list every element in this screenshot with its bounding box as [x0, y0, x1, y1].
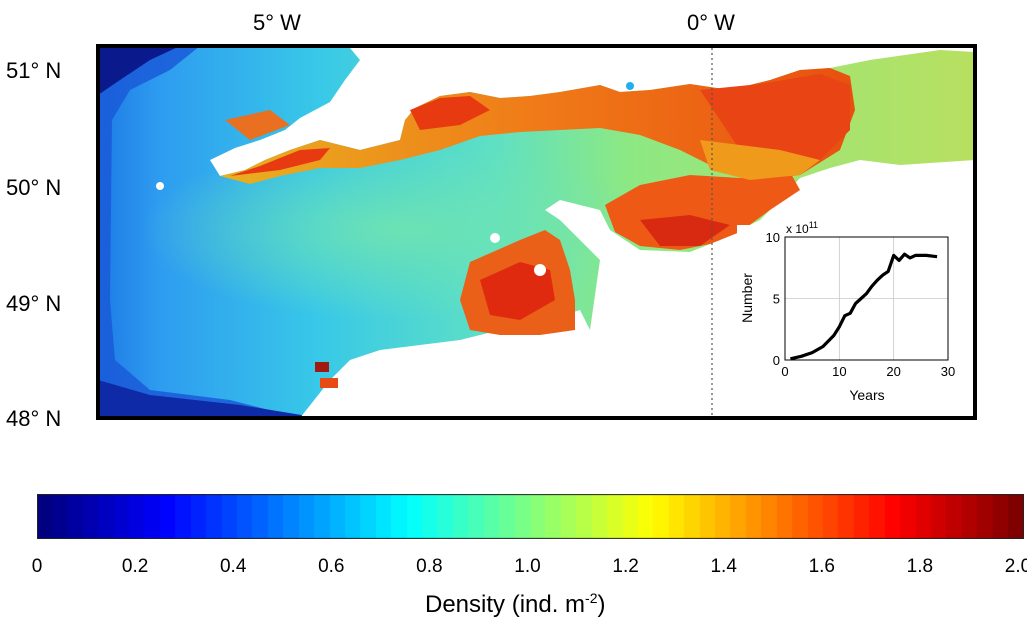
lat-label-50n: 50° N: [6, 175, 62, 200]
deep-water-west: [98, 46, 300, 418]
inset-series-line: [790, 252, 938, 361]
lat-label-51n: 51° N: [6, 58, 62, 83]
inset-y-tick-label: 0: [773, 353, 780, 368]
density-colorbar: [37, 494, 1024, 539]
inset-y-tick-label: 5: [773, 292, 780, 307]
english-coast-band: [220, 68, 855, 184]
inset-axes-box: [784, 236, 949, 361]
colorbar-tick: 0.6: [318, 556, 345, 577]
inset-chart: 0 10 20 30 0 5 10 x 1011 Number Years: [737, 220, 965, 409]
colorbar-tick: 1.4: [710, 556, 737, 577]
inset-x-tick-label: 10: [832, 364, 846, 379]
colorbar-tick: 1.0: [514, 556, 541, 577]
inset-exponent: x 1011: [786, 220, 818, 236]
colorbar-tick: 2.0: [1004, 556, 1027, 577]
inset-y-tick-label: 10: [766, 230, 780, 245]
inset-x-tick-label: 0: [781, 364, 788, 379]
colorbar-tick: 0.4: [219, 556, 247, 577]
inset-ticks: 0 10 20 30 0 5 10: [766, 230, 956, 379]
england-land: [200, 46, 975, 176]
density-map: [98, 46, 975, 418]
colorbar-tick: 0.8: [416, 556, 443, 577]
lat-label-49n: 49° N: [6, 291, 62, 316]
lat-label-48n: 48° N: [6, 406, 62, 431]
colorbar-tick: 0.2: [121, 556, 149, 577]
inset-x-tick-label: 30: [941, 364, 955, 379]
inset-ylabel: Number: [739, 273, 755, 323]
lon-label-5w: 5° W: [253, 10, 301, 35]
colorbar-tick: 0: [31, 556, 43, 577]
colorbar-tick: 1.6: [808, 556, 836, 577]
colorbar-tick: 1.2: [612, 556, 639, 577]
lon-label-0w: 0° W: [687, 10, 735, 35]
map-frame: [96, 44, 977, 420]
colorbar-title: Density (ind. m-2): [425, 590, 606, 618]
inset-x-tick-label: 20: [886, 364, 900, 379]
inset-xlabel: Years: [849, 387, 884, 403]
colorbar-tick: 1.8: [906, 556, 934, 577]
